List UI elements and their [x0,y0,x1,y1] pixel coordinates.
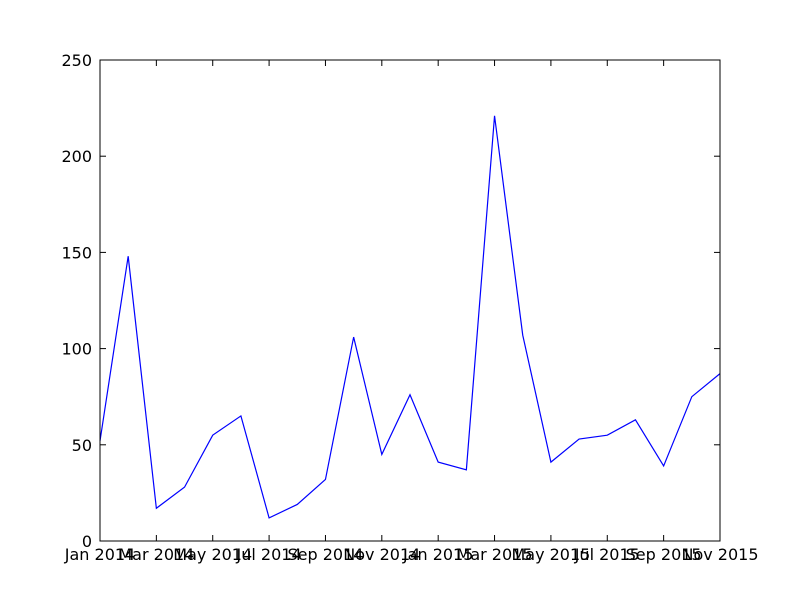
x-tick-label: Sep 2014 [287,545,363,564]
y-tick-label: 100 [61,340,92,359]
y-axis: 0 50 100 150 200 250 [61,51,720,551]
x-tick-label: Nov 2014 [343,545,420,564]
y-tick-label: 150 [61,243,92,262]
x-tick-label: May 2014 [173,545,252,564]
series-line [99,115,721,519]
x-tick-label: Sep 2015 [626,545,702,564]
x-tick-label: Mar 2014 [118,545,194,564]
y-tick-label: 50 [72,436,92,455]
x-tick-label: Jul 2015 [574,545,640,564]
y-tick-label: 0 [82,532,92,551]
x-tick-label: Mar 2015 [457,545,533,564]
x-tick-label: Nov 2015 [681,545,758,564]
x-tick-label: Jan 2015 [402,545,473,564]
axes-frame [99,59,721,542]
x-tick-label: Jan 2014 [64,545,135,564]
x-tick-label: Jul 2014 [236,545,302,564]
y-tick-label: 200 [61,147,92,166]
y-tick-label: 250 [61,51,92,70]
plot-area [99,115,721,519]
x-tick-label: May 2015 [511,545,590,564]
